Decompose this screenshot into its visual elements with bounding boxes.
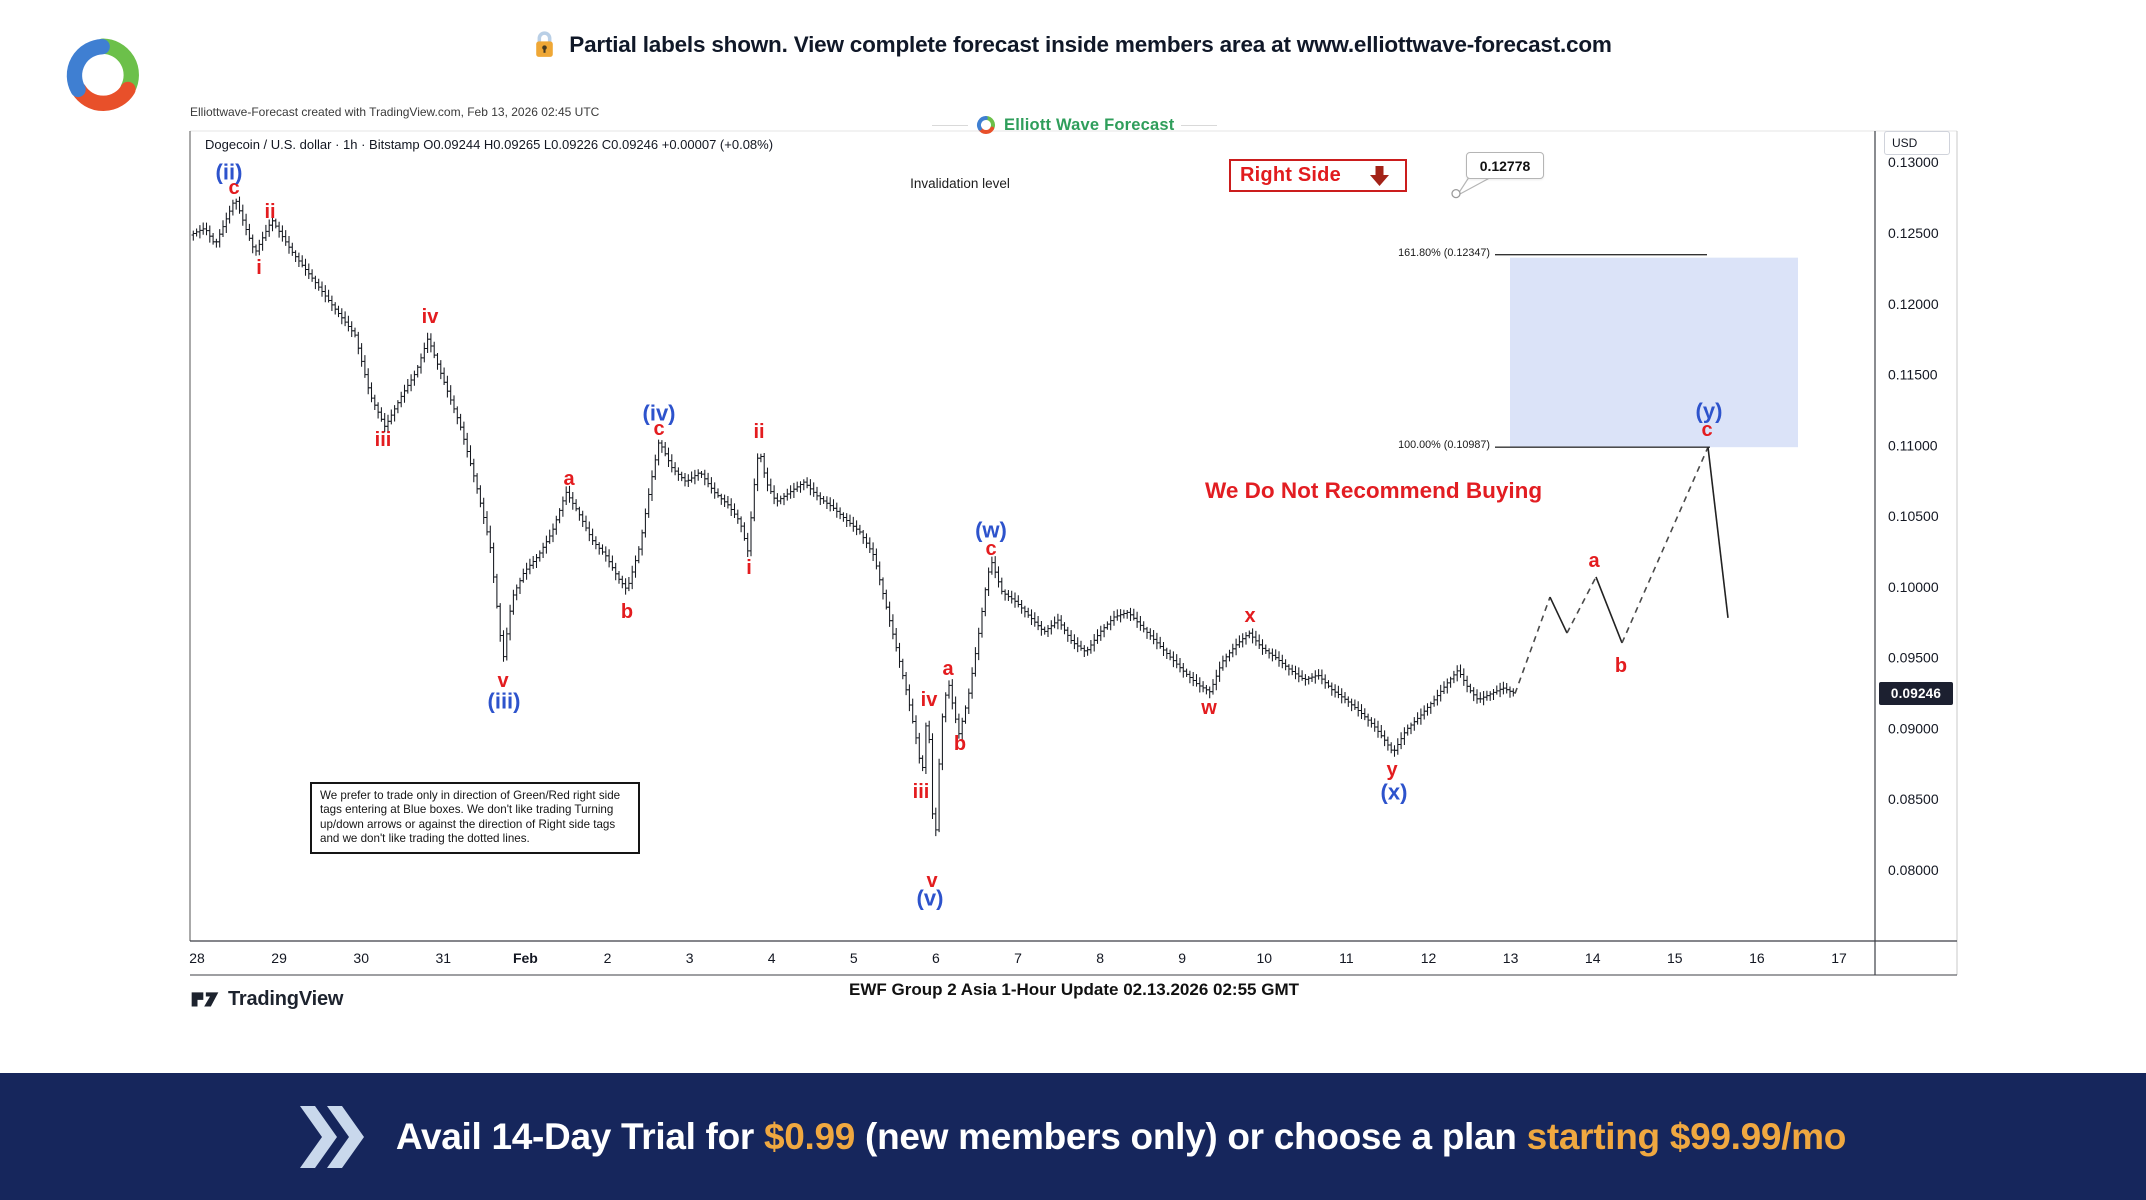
currency-badge: USD [1884,131,1950,155]
promo-mid: (new members only) or choose a plan [855,1115,1527,1157]
tradingview-logo[interactable]: TradingView [190,986,343,1012]
svg-text:0.08000: 0.08000 [1888,862,1939,878]
watermark-right-rule [1181,124,1218,126]
ewf-swirl-logo-icon [66,38,139,112]
svg-text:0.08500: 0.08500 [1888,791,1939,807]
no-buy-warning-text: We Do Not Recommend Buying [1205,478,1543,503]
svg-text:31: 31 [436,950,452,966]
right-side-tag: Right Side [1229,159,1407,192]
svg-text:w: w [1200,697,1217,719]
site-logo [55,26,151,124]
svg-text:7: 7 [1014,950,1022,966]
lock-icon [536,31,554,57]
watermark-text: Elliott Wave Forecast [1004,115,1175,134]
svg-text:a: a [563,468,575,490]
svg-text:4: 4 [768,950,776,966]
svg-text:a: a [1588,550,1600,572]
svg-text:0.10000: 0.10000 [1888,579,1939,595]
svg-text:iv: iv [422,306,440,328]
svg-text:0.11500: 0.11500 [1888,367,1938,383]
svg-text:15: 15 [1667,950,1683,966]
chart-watermark: Elliott Wave Forecast [932,114,1218,136]
promo-plan: starting $99.99/mo [1526,1115,1847,1157]
fib-161-label: 161.80% (0.12347) [1398,247,1490,259]
svg-text:29: 29 [271,950,287,966]
svg-text:i: i [256,257,262,279]
ewf-swirl-logo-icon-small [977,115,995,134]
header-notice-bar: Partial labels shown. View complete fore… [0,30,2146,59]
svg-text:8: 8 [1096,950,1104,966]
svg-text:i: i [746,557,752,579]
svg-text:5: 5 [850,950,858,966]
svg-text:c: c [985,538,996,560]
svg-text:0.11000: 0.11000 [1888,437,1938,453]
invalidation-price-callout: 0.12778 [1466,152,1544,179]
svg-text:11: 11 [1339,950,1354,966]
svg-text:b: b [954,733,966,755]
trial-promo-text: Avail 14-Day Trial for $0.99 (new member… [396,1116,1846,1158]
svg-text:a: a [942,658,954,680]
svg-text:13: 13 [1503,950,1519,966]
svg-text:16: 16 [1749,950,1765,966]
svg-text:v: v [497,670,509,692]
svg-text:14: 14 [1585,950,1601,966]
watermark-left-rule [932,124,968,126]
svg-text:c: c [228,177,239,199]
svg-text:(w): (w) [975,518,1007,543]
svg-text:y: y [1386,759,1398,781]
svg-text:(y): (y) [1696,399,1723,424]
svg-text:0.09000: 0.09000 [1888,720,1939,736]
svg-text:17: 17 [1831,950,1847,966]
svg-text:Feb: Feb [513,950,538,966]
svg-text:iii: iii [375,429,392,451]
symbol-info: Dogecoin / U.S. dollar · 1h · Bitstamp O… [205,137,774,152]
svg-text:b: b [1615,655,1627,677]
svg-text:c: c [1701,419,1712,441]
chart-attribution: Elliottwave-Forecast created with Tradin… [190,105,600,119]
svg-text:0.09500: 0.09500 [1888,650,1939,666]
svg-text:6: 6 [932,950,940,966]
trial-promo-banner[interactable]: Avail 14-Day Trial for $0.99 (new member… [0,1073,2146,1200]
tradingview-label: TradingView [228,987,344,1010]
svg-text:b: b [621,601,633,623]
svg-text:(ii): (ii) [216,160,243,185]
svg-text:2: 2 [604,950,612,966]
arrow-down-icon [1369,165,1389,186]
header-notice-text: Partial labels shown. View complete fore… [569,31,1612,57]
promo-price: $0.99 [763,1115,856,1157]
svg-text:(iv): (iv) [643,401,676,426]
svg-text:v: v [926,870,938,892]
trading-disclaimer-box: We prefer to trade only in direction of … [310,782,640,854]
svg-text:ii: ii [753,421,764,443]
svg-text:(iii): (iii) [488,689,521,714]
right-side-label: Right Side [1240,164,1341,186]
svg-text:10: 10 [1257,950,1273,966]
fib-100-label: 100.00% (0.10987) [1398,439,1490,451]
update-caption: EWF Group 2 Asia 1-Hour Update 02.13.202… [848,980,1299,999]
svg-text:3: 3 [686,950,694,966]
svg-text:28: 28 [189,950,205,966]
svg-text:ii: ii [264,201,275,223]
svg-text:0.12000: 0.12000 [1888,296,1939,312]
svg-text:12: 12 [1421,950,1437,966]
svg-text:0.13000: 0.13000 [1888,154,1939,170]
promo-pre: Avail 14-Day Trial for [395,1115,764,1157]
svg-text:9: 9 [1178,950,1186,966]
svg-text:iii: iii [913,781,930,803]
svg-text:0.12500: 0.12500 [1888,225,1939,241]
svg-text:x: x [1244,605,1255,627]
tradingview-mark-icon [191,992,219,1007]
svg-text:iv: iv [921,689,939,711]
double-chevron-icon [299,1105,364,1168]
svg-text:(v): (v) [917,886,944,911]
invalidation-level-label: Invalidation level [910,176,1010,191]
svg-text:(x): (x) [1381,780,1408,805]
svg-text:c: c [653,418,664,440]
svg-text:30: 30 [353,950,369,966]
current-price-badge: 0.09246 [1879,682,1953,705]
svg-text:0.10500: 0.10500 [1888,508,1939,524]
